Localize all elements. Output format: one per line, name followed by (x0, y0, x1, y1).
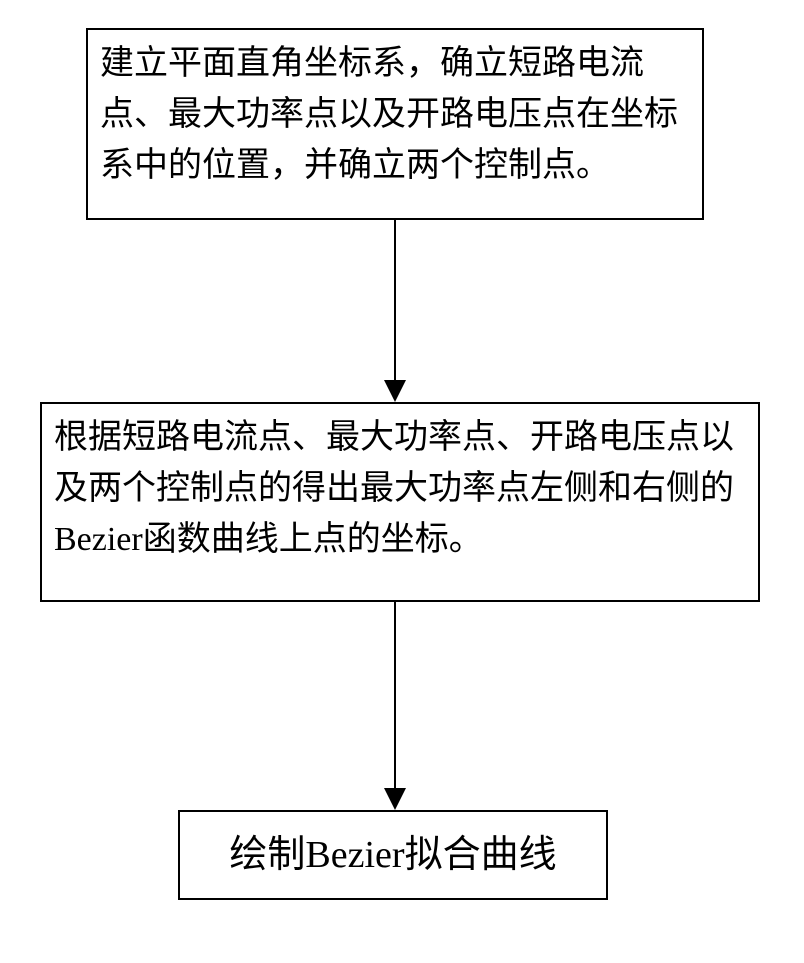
arrow-step2-to-step3 (394, 602, 396, 788)
arrowhead-step1-to-step2 (384, 380, 406, 402)
flow-box-step2: 根据短路电流点、最大功率点、开路电压点以及两个控制点的得出最大功率点左侧和右侧的… (40, 402, 760, 602)
flow-box-step1: 建立平面直角坐标系，确立短路电流点、最大功率点以及开路电压点在坐标系中的位置，并… (86, 28, 704, 220)
arrowhead-step2-to-step3 (384, 788, 406, 810)
arrow-step1-to-step2 (394, 220, 396, 380)
flow-box-step3: 绘制Bezier拟合曲线 (178, 810, 608, 900)
